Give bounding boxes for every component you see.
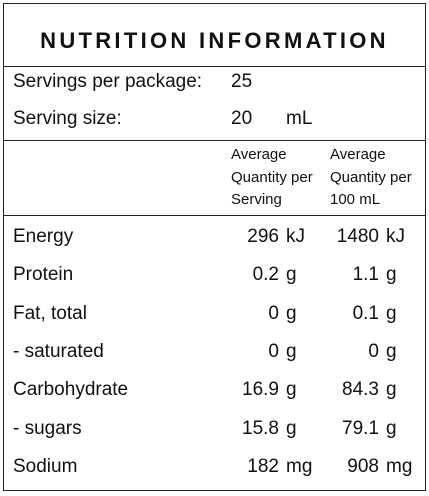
serving-value: 296 (247, 226, 279, 247)
per100-value: 79.1 (342, 418, 379, 439)
divider-title (4, 66, 425, 67)
per100-unit: g (386, 264, 397, 285)
per100-unit: kJ (386, 226, 405, 247)
header-per-100-line: Average (330, 146, 386, 163)
serving-value: 16.9 (242, 379, 279, 400)
header-per-serving: Average Quantity per Serving (231, 144, 313, 212)
serving-unit: g (286, 303, 297, 324)
serving-unit: g (286, 341, 297, 362)
servings-per-package-value: 25 (231, 71, 253, 92)
serving-unit: g (286, 379, 297, 400)
per100-unit: g (386, 303, 397, 324)
nutrient-name: - saturated (13, 341, 104, 362)
serving-unit: kJ (286, 226, 305, 247)
per100-unit: mg (386, 456, 413, 477)
nutrient-name: Protein (13, 264, 74, 285)
per100-value: 0 (368, 341, 379, 362)
header-per-100-line: Quantity per (330, 168, 412, 186)
nutrient-name: Sodium (13, 456, 78, 477)
per100-unit: g (386, 341, 397, 362)
per100-unit: g (386, 379, 397, 400)
per100-value: 1.1 (352, 264, 379, 285)
serving-value: 15.8 (242, 418, 279, 439)
per100-value: 0.1 (352, 303, 379, 324)
panel-title: NUTRITION INFORMATION (40, 28, 389, 53)
per100-value: 1480 (336, 226, 379, 247)
serving-unit: mg (286, 456, 313, 477)
serving-value: 0 (268, 303, 279, 324)
serving-unit: g (286, 264, 297, 285)
nutrient-name: Carbohydrate (13, 379, 129, 400)
per100-value: 908 (347, 456, 379, 477)
serving-value: 0.2 (252, 264, 279, 285)
serving-value: 182 (247, 456, 279, 477)
serving-unit: g (286, 418, 297, 439)
header-per-100-line: 100 mL (330, 191, 381, 208)
serving-size-unit: mL (286, 108, 313, 129)
header-per-100: Average Quantity per 100 mL (330, 144, 412, 212)
nutrient-name: Fat, total (13, 303, 87, 324)
per100-unit: g (386, 418, 397, 439)
divider-servings (4, 140, 425, 141)
servings-per-package-label: Servings per package: (13, 71, 203, 92)
serving-value: 0 (268, 341, 279, 362)
header-per-serving-line: Quantity per (231, 168, 313, 186)
nutrient-name: Energy (13, 226, 74, 247)
serving-size-value: 20 (231, 108, 253, 129)
nutrition-panel: NUTRITION INFORMATION Servings per packa… (3, 3, 426, 491)
divider-header (4, 215, 425, 216)
header-per-serving-line: Average (231, 146, 287, 163)
serving-size-label: Serving size: (13, 108, 122, 129)
nutrient-name: - sugars (13, 418, 82, 439)
header-per-serving-line: Serving (231, 191, 282, 208)
per100-value: 84.3 (342, 379, 379, 400)
